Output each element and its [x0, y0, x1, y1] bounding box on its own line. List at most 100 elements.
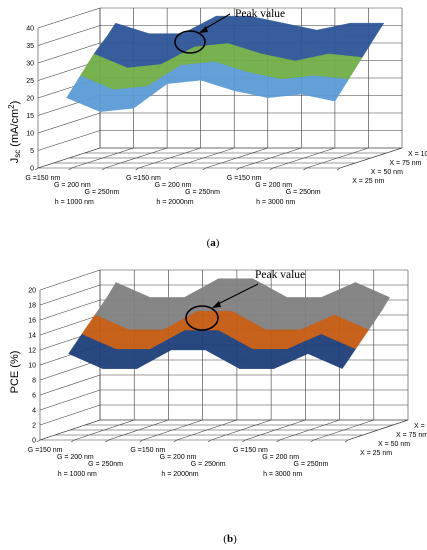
surface-patch	[301, 75, 349, 102]
x-tick-mark	[173, 439, 178, 443]
floor-line	[279, 419, 340, 441]
y-tick-label: 8	[32, 378, 36, 385]
caption-b: (b)	[223, 533, 237, 545]
gridline-side	[39, 269, 101, 291]
gridline-side	[37, 42, 101, 64]
chart-a-peak-label: Peak value	[235, 8, 285, 20]
y-tick-label: 35	[26, 43, 34, 50]
x-tick-label: G = 200 nm	[255, 182, 292, 189]
x-tick-label: G = 200 nm	[155, 182, 192, 189]
depth-tick-label: X = 50 nm	[371, 169, 403, 176]
y-tick-label: 5	[30, 148, 34, 155]
chart-b-y-ticks: 0 2 4 6 8 10 12 14 16 18 20	[28, 288, 36, 445]
floor-line	[138, 147, 201, 169]
y-tick-label: 14	[28, 333, 36, 340]
y-tick-label: 2	[32, 423, 36, 430]
x-tick-mark	[310, 439, 314, 443]
chart-a-depth-ticks: X = 100 nm X = 75 nm X = 50 nm X = 25 nm	[352, 151, 427, 185]
depth-tick-label: X = 25 nm	[360, 450, 392, 457]
surface-patch	[307, 334, 356, 369]
chart-a-peak-circle	[174, 30, 206, 54]
x-tick-label: G =150 nm	[126, 175, 161, 182]
x-tick-label: G =150 nm	[227, 175, 262, 182]
floor-line	[205, 147, 268, 169]
x-group-label: h = 2000nm	[156, 199, 193, 206]
floor-line	[142, 419, 203, 441]
chart-b-depth-ticks: X = 100 nm X = 75 nm X = 50 nm X = 25 nm	[360, 423, 427, 457]
y-tick-label: 4	[32, 408, 36, 415]
x-tick-mark	[68, 167, 72, 171]
x-tick-label: G = 250nm	[88, 461, 123, 468]
surface-patch	[341, 22, 385, 36]
floor-line	[313, 419, 374, 441]
floor-line	[245, 419, 306, 441]
chart-b-peak-arrow	[215, 283, 259, 306]
y-tick-label: 40	[26, 26, 34, 33]
floor-line	[211, 419, 272, 441]
y-tick-label: 20	[26, 96, 34, 103]
x-tick-mark	[236, 167, 240, 171]
chart-b-surface	[68, 278, 390, 370]
floor-line	[37, 147, 101, 169]
x-tick-mark	[135, 167, 139, 171]
chart-a-y-ticks: 0 5 10 15 20 25 30 35 40	[26, 26, 34, 173]
gridline-side	[39, 374, 101, 396]
x-tick-label: G =150 nm	[25, 175, 60, 182]
gridline-side	[39, 299, 101, 321]
x-tick-mark	[34, 167, 39, 171]
x-tick-mark	[105, 439, 109, 443]
floor-line	[176, 419, 237, 441]
y-tick-label: 15	[26, 113, 34, 120]
depth-tick-label: X = 100 nm	[408, 151, 427, 158]
floor-line	[306, 147, 369, 169]
chart-b-peak-arrowhead	[212, 301, 221, 308]
gridline-side	[39, 389, 101, 411]
x-tick-mark	[169, 167, 173, 171]
y-tick-label: 25	[26, 78, 34, 85]
surface-patch	[347, 282, 390, 311]
y-tick-label: 16	[28, 318, 36, 325]
x-tick-label: G =150 nm	[28, 447, 63, 454]
floor-line	[172, 147, 235, 169]
y-tick-label: 6	[32, 393, 36, 400]
x-tick-mark	[202, 167, 206, 171]
y-tick-label: 20	[28, 288, 36, 295]
x-tick-mark	[336, 167, 341, 171]
chart-a-surface	[66, 15, 385, 112]
x-group-label: h = 3000 nm	[263, 471, 302, 478]
y-tick-label: 10	[28, 363, 36, 370]
x-tick-label: G = 200 nm	[54, 182, 91, 189]
x-tick-mark	[207, 439, 212, 443]
y-tick-label: 0	[30, 166, 34, 173]
chart-a-peak-arrowhead	[199, 26, 208, 33]
gridline-side	[39, 404, 101, 426]
gridline-side	[37, 130, 101, 151]
floor-line	[105, 147, 168, 169]
depth-tick-label: X = 25 nm	[352, 178, 384, 185]
x-tick-label: G =150 nm	[233, 447, 268, 454]
y-tick-label: 18	[28, 303, 36, 310]
floor-line	[39, 419, 101, 441]
x-group-label: h = 1000 nm	[58, 471, 97, 478]
floor-edge	[347, 419, 409, 441]
chart-a-y-axis-label: Jsc (mA/cm2)	[7, 101, 22, 164]
x-group-label: h = 3000 nm	[256, 199, 295, 206]
x-tick-label: G = 200 nm	[160, 454, 197, 461]
gridline-side	[37, 112, 101, 134]
x-tick-label: G = 200 nm	[262, 454, 299, 461]
depth-tick-label: X = 100 nm	[414, 423, 427, 430]
x-tick-mark	[139, 439, 143, 443]
gridline-side	[37, 25, 101, 46]
x-tick-label: G = 250nm	[293, 461, 328, 468]
x-group-label: h = 2000nm	[161, 471, 198, 478]
floor-edge	[339, 147, 403, 169]
x-tick-label: G = 250nm	[84, 189, 119, 196]
x-tick-mark	[242, 439, 246, 443]
x-tick-label: G = 250nm	[286, 189, 321, 196]
y-tick-label: 12	[28, 348, 36, 355]
x-tick-mark	[303, 167, 307, 171]
floor-line	[272, 147, 335, 169]
